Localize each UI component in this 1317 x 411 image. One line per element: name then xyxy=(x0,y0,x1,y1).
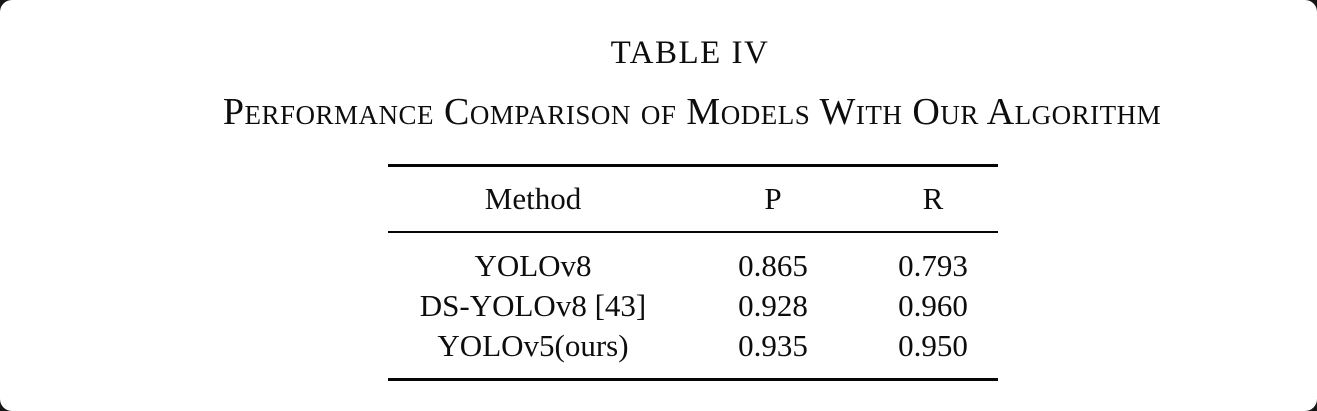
table-rule-mid xyxy=(388,231,998,233)
table-caption-title: Performance Comparison of Models With Ou… xyxy=(222,91,1162,133)
p-value-cell: 0.928 xyxy=(738,288,808,323)
r-value-cell: 0.950 xyxy=(898,328,968,363)
column-header-r: R xyxy=(922,181,944,216)
table-row: YOLOv8 0.865 0.793 xyxy=(388,246,998,286)
table-row: YOLOv5(ours) 0.935 0.950 xyxy=(388,326,998,366)
results-table: Method P R YOLOv8 0.865 0.793 DS-YOLOv8 … xyxy=(388,164,998,381)
table-header-row: Method P R xyxy=(388,167,998,231)
table-caption-label: TABLE IV xyxy=(610,35,770,71)
p-value-cell: 0.935 xyxy=(738,328,808,363)
column-header-p: P xyxy=(764,181,782,216)
column-header-method: Method xyxy=(484,181,582,216)
method-cell: DS-YOLOv8 [43] xyxy=(419,288,647,323)
table-body: YOLOv8 0.865 0.793 DS-YOLOv8 [43] 0.928 … xyxy=(388,233,998,378)
r-value-cell: 0.793 xyxy=(898,248,968,283)
method-cell: YOLOv5(ours) xyxy=(437,328,629,363)
table-rule-top xyxy=(388,164,998,167)
p-value-cell: 0.865 xyxy=(738,248,808,283)
table-rule-bottom xyxy=(388,378,998,381)
method-cell: YOLOv8 xyxy=(474,248,592,283)
table-row: DS-YOLOv8 [43] 0.928 0.960 xyxy=(388,286,998,326)
r-value-cell: 0.960 xyxy=(898,288,968,323)
